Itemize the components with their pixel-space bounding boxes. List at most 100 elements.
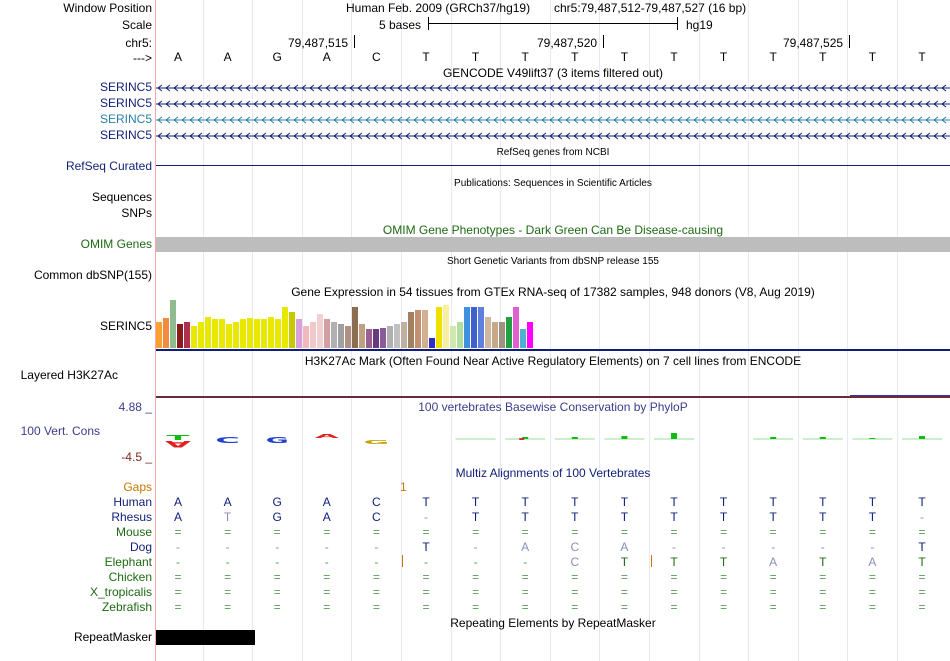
alignment-base: A	[223, 495, 232, 509]
gtex-expression-chart[interactable]	[156, 298, 950, 350]
strand-chevron	[269, 100, 275, 108]
strand-chevron	[749, 116, 755, 124]
alignment-base: -	[176, 540, 180, 554]
strand-chevron	[741, 116, 747, 124]
strand-chevron	[333, 116, 339, 124]
strand-chevron	[221, 100, 227, 108]
omim-track-label[interactable]: OMIM Genes	[80, 237, 152, 251]
strand-chevron	[613, 100, 619, 108]
alignment-base: -	[920, 510, 924, 524]
strand-chevron	[357, 116, 363, 124]
alignment-base: =	[521, 600, 529, 614]
gencode-item-label-4[interactable]: SERINC5	[99, 128, 152, 142]
gtex-tissue-bar	[254, 319, 260, 348]
phylop-score-bar	[919, 436, 925, 439]
strand-chevron	[309, 132, 315, 140]
gtex-tissue-bar	[415, 310, 421, 348]
refseq-track-label[interactable]: RefSeq Curated	[65, 159, 152, 173]
strand-chevron	[285, 116, 291, 124]
scale-label: Scale	[121, 18, 152, 32]
strand-chevron	[877, 100, 883, 108]
strand-chevron	[629, 100, 635, 108]
strand-chevron	[925, 116, 931, 124]
alignment-base: =	[769, 570, 777, 584]
strand-chevron	[533, 132, 539, 140]
phylop-logo-a: A	[315, 433, 340, 439]
strand-chevron	[293, 132, 299, 140]
strand-chevron	[741, 132, 747, 140]
alignment-base: =	[273, 525, 281, 539]
strand-chevron	[597, 100, 603, 108]
alignment-base: =	[620, 525, 628, 539]
strand-chevron	[637, 116, 643, 124]
strand-chevron	[933, 116, 939, 124]
chrom-label: chr5:	[125, 36, 152, 50]
reference-base: T	[620, 50, 629, 64]
alignment-base: =	[372, 570, 380, 584]
dbsnp-track-label[interactable]: Common dbSNP(155)	[33, 268, 152, 282]
publications-track-title: Publications: Sequences in Scientific Ar…	[454, 178, 652, 189]
phylop-conservation-plot[interactable]: TA C G AG	[156, 426, 950, 456]
gtex-tissue-bar	[289, 312, 295, 348]
strand-chevron	[725, 132, 731, 140]
gtex-tissue-bar	[471, 307, 477, 348]
strand-chevron	[389, 116, 395, 124]
strand-chevron	[813, 84, 819, 92]
strand-chevron	[693, 132, 699, 140]
strand-chevron	[757, 116, 763, 124]
gtex-tissue-bar	[184, 322, 190, 348]
alignment-base: C	[372, 495, 381, 509]
omim-gene-bar[interactable]	[156, 237, 950, 252]
repeatmasker-element[interactable]	[156, 630, 255, 645]
alignment-base: =	[372, 525, 380, 539]
strand-chevron	[541, 84, 547, 92]
alignment-base: =	[422, 570, 430, 584]
strand-chevron	[461, 132, 467, 140]
strand-chevron	[717, 100, 723, 108]
strand-chevron	[781, 84, 787, 92]
phylop-track-label[interactable]: 100 Vert. Cons	[20, 424, 100, 438]
strand-chevron	[245, 132, 251, 140]
ruler-position-1: 79,487,515	[288, 36, 349, 50]
gencode-item-label-1[interactable]: SERINC5	[99, 80, 152, 94]
gencode-item-label-2[interactable]: SERINC5	[99, 96, 152, 110]
gene-model-serinc5[interactable]	[156, 131, 950, 141]
strand-chevron	[909, 100, 915, 108]
refseq-gene-line[interactable]	[156, 165, 950, 166]
alignment-base: A	[620, 540, 629, 554]
gencode-item-label-3[interactable]: SERINC5	[99, 112, 152, 126]
h3k27ac-track-label[interactable]: Layered H3K27Ac	[20, 368, 118, 382]
snps-track-label[interactable]: SNPs	[121, 206, 152, 220]
repeatmasker-track-label[interactable]: RepeatMasker	[73, 630, 152, 644]
strand-chevron	[533, 100, 539, 108]
strand-chevron	[181, 116, 187, 124]
alignment-base: =	[472, 570, 480, 584]
strand-chevron	[773, 116, 779, 124]
omim-track-title: OMIM Gene Phenotypes - Dark Green Can Be…	[382, 223, 724, 237]
gene-model-serinc5[interactable]	[156, 99, 950, 109]
alignment-base: =	[571, 600, 579, 614]
strand-chevron	[157, 116, 163, 124]
strand-chevron	[237, 84, 243, 92]
strand-chevron	[501, 84, 507, 92]
track-image-area[interactable]: Human Feb. 2009 (GRCh37/hg19) chr5:79,48…	[156, 0, 950, 661]
strand-chevron	[381, 116, 387, 124]
strand-chevron	[853, 132, 859, 140]
gtex-tissue-bar	[219, 319, 225, 348]
gene-model-serinc5[interactable]	[156, 115, 950, 125]
strand-chevron	[805, 132, 811, 140]
reference-base: T	[918, 50, 926, 64]
sequences-track-label[interactable]: Sequences	[91, 190, 152, 204]
strand-chevron	[389, 84, 395, 92]
refseq-track-title: RefSeq genes from NCBI	[496, 147, 610, 158]
strand-chevron	[885, 116, 891, 124]
strand-chevron	[853, 100, 859, 108]
gtex-tissue-bar	[359, 324, 365, 348]
strand-chevron	[181, 100, 187, 108]
strand-chevron	[869, 100, 875, 108]
strand-chevron	[485, 84, 491, 92]
gtex-track-label[interactable]: SERINC5	[99, 319, 152, 333]
reference-base: T	[422, 50, 430, 64]
strand-chevron	[509, 116, 515, 124]
gene-model-serinc5[interactable]	[156, 83, 950, 93]
